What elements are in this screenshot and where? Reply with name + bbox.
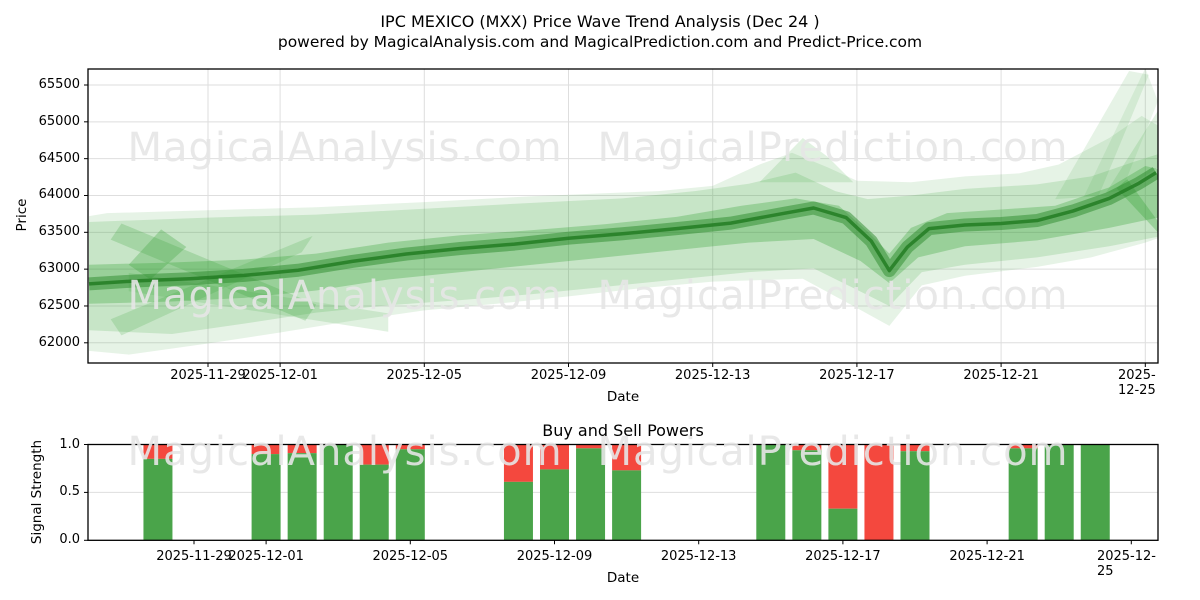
tick-label-price: 62000 xyxy=(38,334,80,350)
bar-buy-segment xyxy=(143,458,173,541)
bar-sell-segment xyxy=(143,444,173,459)
bar-sell-segment xyxy=(395,444,425,450)
wave-strand-cross-strand-up xyxy=(110,235,313,336)
date-axis-label-bottom: Date xyxy=(606,570,640,586)
tick-label-date-top: 2025-12-09 xyxy=(530,368,607,383)
tick-label-price: 64500 xyxy=(38,150,80,166)
tick-label-date-bottom: 2025-12-13 xyxy=(660,549,737,564)
figure-title: IPC MEXICO (MXX) Price Wave Trend Analys… xyxy=(380,12,820,31)
bar-buy-segment xyxy=(1044,444,1074,541)
bar-buy-segment xyxy=(1008,448,1038,541)
bar-buy-segment xyxy=(287,453,317,541)
tick-label-date-top: 2025-12-05 xyxy=(386,368,463,383)
bar-buy-segment xyxy=(359,464,389,541)
tick-label-date-bottom: 2025-11-29 xyxy=(156,549,232,564)
wave-band-mid-envelope xyxy=(89,154,1158,334)
bar-buy-segment xyxy=(251,454,281,541)
wave-center-line xyxy=(88,171,1158,286)
tick-label-date-bottom: 2025-12-17 xyxy=(805,549,881,564)
tick-label-price: 63500 xyxy=(38,224,80,240)
tick-label-date-bottom: 2025-12-21 xyxy=(949,549,1025,564)
tick-label-signal: 0.0 xyxy=(59,532,80,548)
bar-sell-segment xyxy=(251,444,281,455)
tick-label-date-top: 2025-12-01 xyxy=(242,368,318,383)
bar-sell-segment xyxy=(359,444,389,465)
tick-label-price: 65500 xyxy=(38,77,80,92)
bar-sell-segment xyxy=(792,444,822,451)
bar-sell-segment xyxy=(900,444,930,452)
price-wave-group xyxy=(88,69,1158,355)
wave-strand-hump xyxy=(759,138,854,183)
bar-sell-segment xyxy=(864,444,894,541)
bar-sell-segment xyxy=(612,444,642,471)
tick-label-date-bottom: 2025-12-25 xyxy=(1096,549,1156,579)
wave-strand-fan-spike-1 xyxy=(1055,71,1149,200)
bar-sell-segment xyxy=(1008,444,1038,449)
bottom-chart-title: Buy and Sell Powers xyxy=(542,421,704,440)
bar-sell-segment xyxy=(576,444,606,449)
wave-strand-fan-spike-2 xyxy=(1084,69,1158,197)
figure-subtitle: powered by MagicalAnalysis.com and Magic… xyxy=(277,33,923,51)
bar-buy-segment xyxy=(900,451,930,541)
tick-label-date-top: 2025-12-13 xyxy=(674,368,751,383)
tick-label-price: 65000 xyxy=(38,113,80,129)
bar-buy-segment xyxy=(540,469,569,541)
bar-buy-segment xyxy=(612,470,642,541)
tick-label-date-bottom: 2025-12-01 xyxy=(228,549,304,564)
bottom-plot-border xyxy=(87,443,1159,541)
top-plot-border xyxy=(87,68,1159,364)
tick-label-price: 63000 xyxy=(38,261,80,277)
tick-label-date-bottom: 2025-12-05 xyxy=(372,549,449,564)
bar-buy-segment xyxy=(828,508,858,541)
bar-buy-segment xyxy=(503,481,533,541)
bar-buy-segment xyxy=(395,449,425,541)
tick-label-price: 62500 xyxy=(38,297,80,313)
tick-label-price: 64000 xyxy=(38,187,80,203)
bar-buy-segment xyxy=(576,448,606,541)
bar-buy-segment xyxy=(792,450,822,541)
date-axis-label-top: Date xyxy=(606,389,640,405)
tick-label-date-top: 2025-12-25 xyxy=(1117,368,1156,398)
wave-strand-low-strand xyxy=(128,272,389,332)
tick-label-date-bottom: 2025-12-09 xyxy=(516,549,593,564)
bar-buy-segment xyxy=(323,444,353,541)
bar-sell-segment xyxy=(503,444,533,482)
tick-label-signal: 0.5 xyxy=(59,484,80,500)
bar-sell-segment xyxy=(540,444,569,470)
tick-label-date-top: 2025-12-21 xyxy=(963,368,1039,383)
bar-buy-segment xyxy=(756,444,786,541)
tick-label-date-top: 2025-12-17 xyxy=(819,368,895,383)
bar-buy-segment xyxy=(1080,444,1110,541)
bar-sell-segment xyxy=(828,444,858,509)
bar-sell-segment xyxy=(287,444,317,454)
tick-label-signal: 1.0 xyxy=(59,436,80,452)
tick-label-date-top: 2025-11-29 xyxy=(170,368,246,383)
wave-strand-dark-diamond xyxy=(128,229,187,280)
